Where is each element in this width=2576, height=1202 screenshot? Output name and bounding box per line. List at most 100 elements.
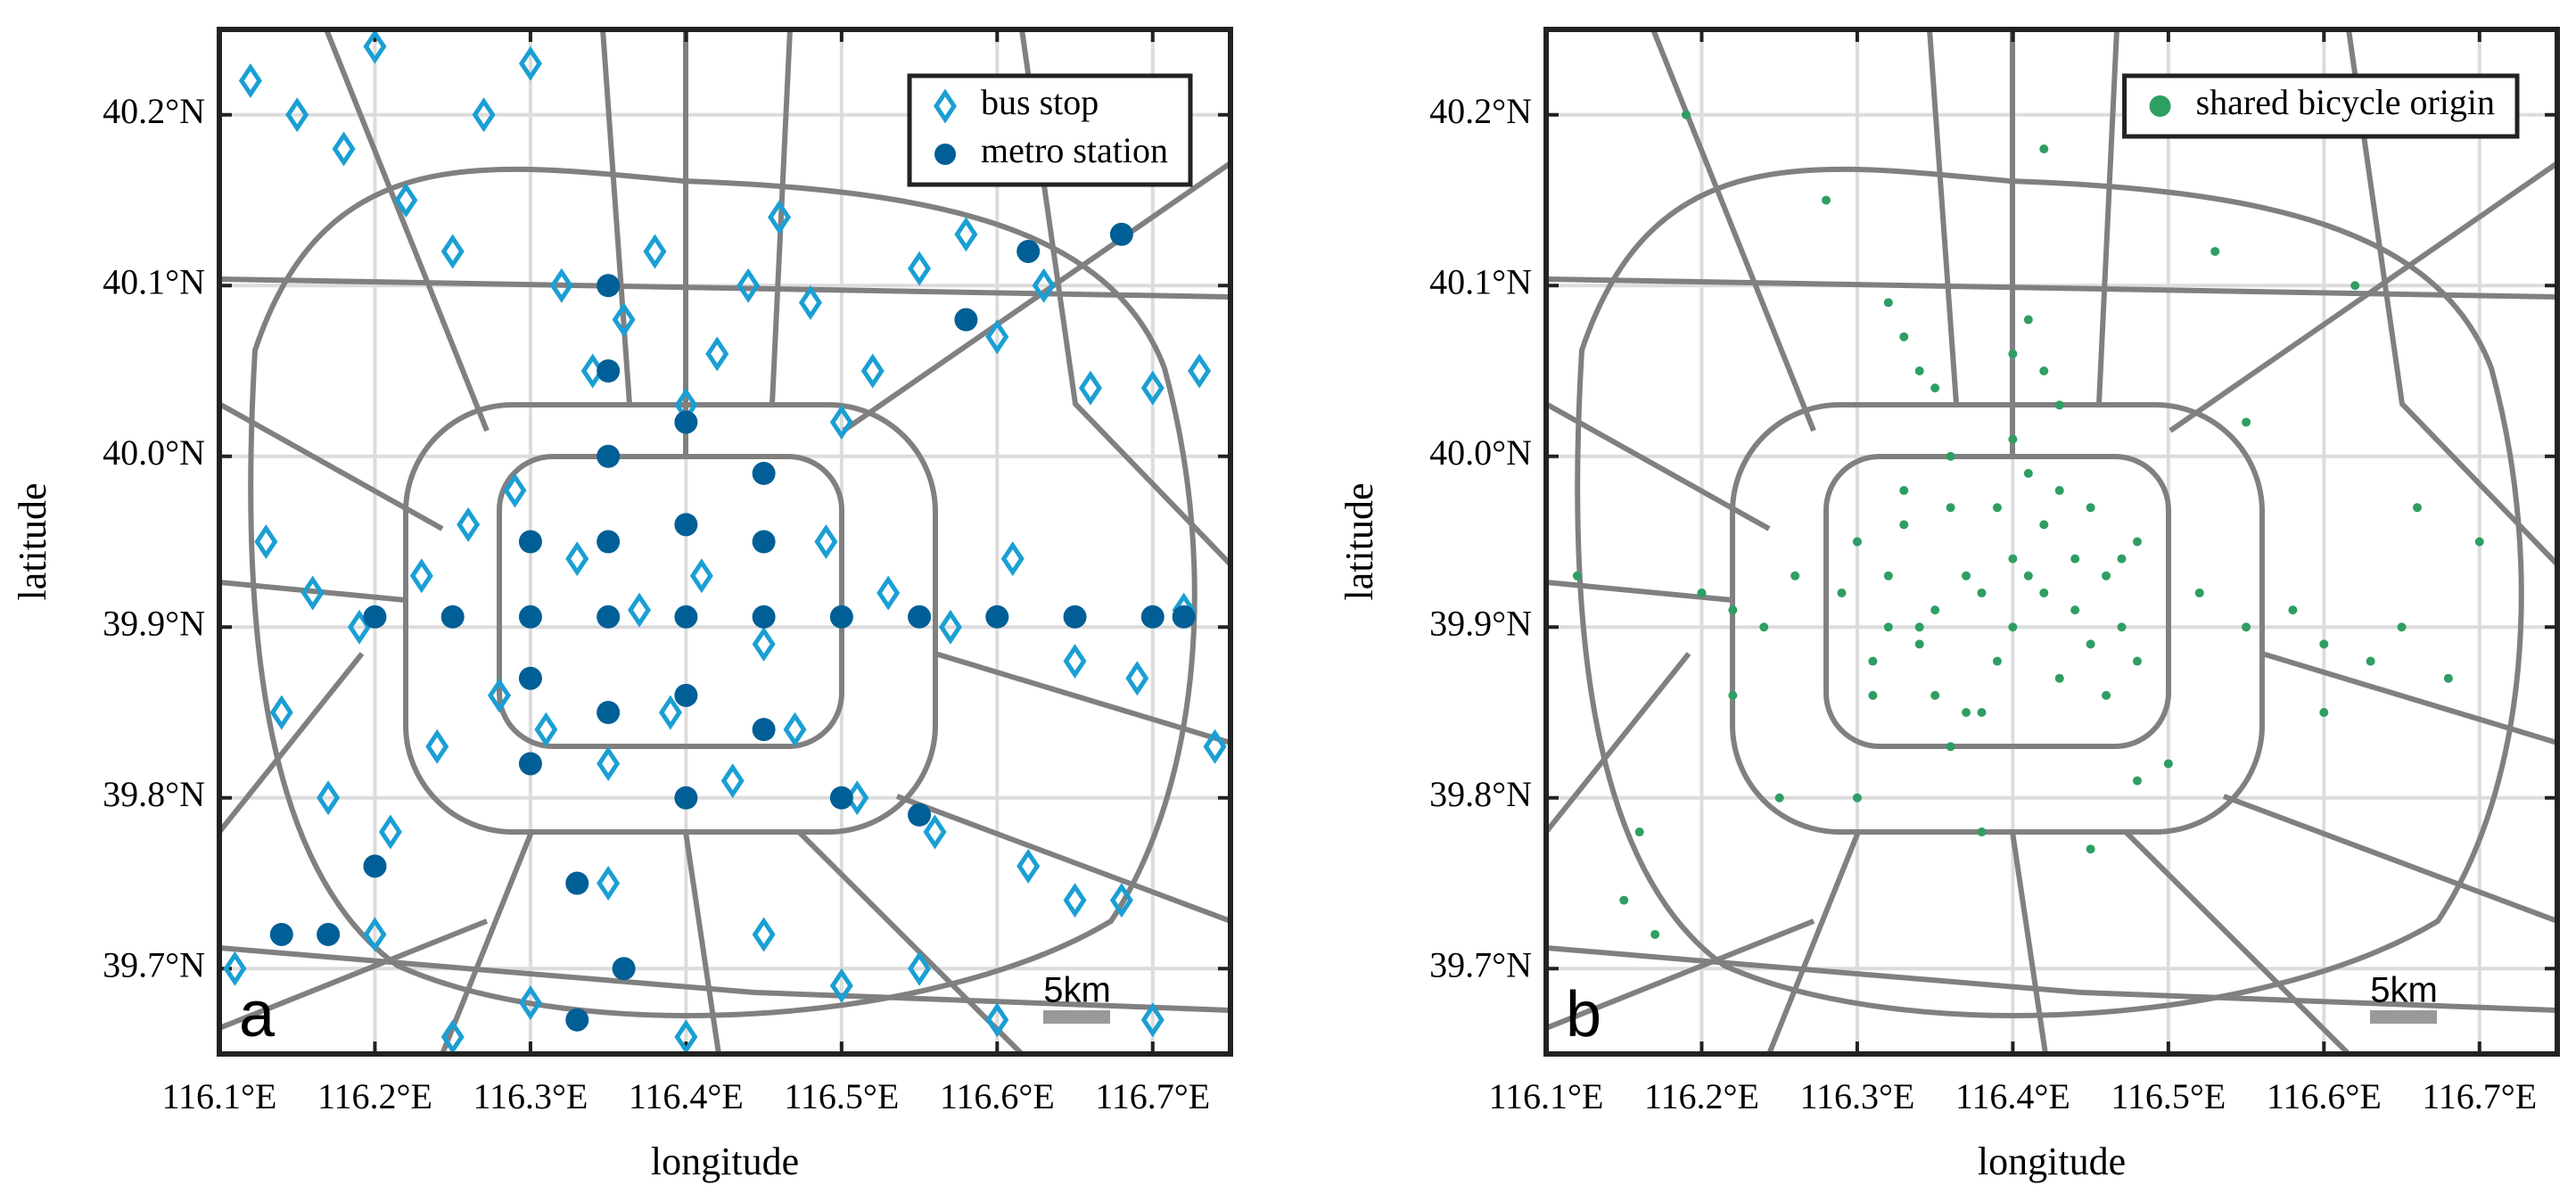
bus-stop-marker xyxy=(860,353,885,389)
metro-marker xyxy=(597,530,621,554)
bicycle-marker xyxy=(1634,827,1644,837)
bicycle-marker xyxy=(1852,537,1862,547)
metro-marker xyxy=(612,957,636,981)
y-tick-label: 39.8°N xyxy=(1429,774,1532,814)
y-axis-label: latitude xyxy=(1337,483,1381,601)
bus-stop-marker xyxy=(1063,883,1087,918)
bicycle-marker xyxy=(2397,622,2407,632)
metro-marker xyxy=(597,444,621,468)
bus-stop-marker xyxy=(1032,268,1056,303)
x-tick-label: 116.1°E xyxy=(1489,1076,1604,1116)
points xyxy=(223,29,1227,1054)
bus-stop-marker xyxy=(440,1019,465,1054)
metro-marker xyxy=(1016,239,1041,263)
bicycle-marker xyxy=(2039,366,2049,375)
x-tick-label: 116.2°E xyxy=(317,1076,432,1116)
bicycle-marker xyxy=(2210,246,2220,256)
bus-stop-marker xyxy=(689,558,713,594)
x-tick-label: 116.2°E xyxy=(1644,1076,1759,1116)
y-tick-label: 40.0°N xyxy=(1429,432,1532,473)
bicycle-marker xyxy=(1697,588,1707,597)
metro-marker xyxy=(674,605,698,629)
bicycle-marker xyxy=(1946,742,1955,752)
y-tick-label: 39.9°N xyxy=(1429,603,1532,643)
bicycle-marker xyxy=(2242,417,2251,427)
bicycle-marker xyxy=(1790,571,1800,580)
x-axis-label: longitude xyxy=(1978,1140,2126,1183)
metro-marker xyxy=(518,666,542,690)
bicycle-marker xyxy=(1774,793,1784,803)
legend: shared bicycle origin xyxy=(2122,73,2520,139)
scale-bar-label: 5km xyxy=(2370,971,2438,1010)
scale-bar-label: 5km xyxy=(1043,971,1111,1010)
bicycle-marker xyxy=(1930,605,1940,615)
bicycle-marker xyxy=(1977,708,1987,717)
x-tick-label: 116.1°E xyxy=(162,1076,277,1116)
bicycle-marker xyxy=(1914,639,1924,649)
bicycle-marker xyxy=(1977,588,1987,597)
bicycle-marker xyxy=(2132,656,2142,666)
bicycle-marker xyxy=(2288,605,2298,615)
bicycle-marker xyxy=(2008,554,2018,564)
bicycle-marker xyxy=(2350,281,2360,291)
metro-marker xyxy=(518,605,542,629)
bicycle-marker xyxy=(2023,571,2033,580)
bus-stop-marker xyxy=(472,97,496,133)
x-tick-label: 116.3°E xyxy=(473,1076,588,1116)
bicycle-marker xyxy=(1572,571,1582,580)
bicycle-marker xyxy=(2443,673,2453,683)
metro-marker xyxy=(752,718,776,742)
x-tick-label: 116.5°E xyxy=(784,1076,899,1116)
y-axis-label: latitude xyxy=(11,483,54,601)
metro-marker xyxy=(908,605,932,629)
axes-frame xyxy=(1543,27,2560,1057)
bicycle-marker xyxy=(1930,383,1940,393)
legend-label: bus stop xyxy=(981,82,1099,122)
bus-stop-marker xyxy=(518,985,542,1021)
metro-marker xyxy=(363,605,387,629)
metro-marker xyxy=(752,530,776,554)
bicycle-marker xyxy=(1992,503,2002,513)
bus-stop-marker xyxy=(378,814,402,850)
bicycle-marker xyxy=(2242,622,2251,632)
bicycle-marker xyxy=(2054,400,2064,410)
bus-stop-marker xyxy=(768,200,792,235)
bus-stop-marker xyxy=(269,695,293,730)
bus-stop-marker xyxy=(829,967,853,1003)
x-tick-label: 116.3°E xyxy=(1799,1076,1914,1116)
legend-marker xyxy=(2149,95,2171,117)
bus-stop-marker xyxy=(565,541,589,577)
bicycle-marker xyxy=(1728,605,1738,615)
bicycle-marker xyxy=(2039,520,2049,530)
bicycle-marker xyxy=(1868,690,1878,700)
metro-marker xyxy=(829,605,853,629)
bicycle-marker xyxy=(2023,315,2033,325)
y-tick-label: 39.7°N xyxy=(103,944,205,984)
bicycle-marker xyxy=(1914,622,1924,632)
metro-marker xyxy=(674,410,698,434)
metro-marker xyxy=(829,786,853,810)
bicycle-marker xyxy=(1899,486,1909,496)
metro-marker xyxy=(597,274,621,298)
bus-stop-marker xyxy=(363,917,387,952)
bicycle-marker xyxy=(2194,588,2204,597)
bicycle-marker xyxy=(1977,827,1987,837)
bus-stop-marker xyxy=(409,558,433,594)
bicycle-marker xyxy=(1992,656,2002,666)
bus-stop-marker xyxy=(1188,353,1212,389)
plot-area: 116.1°E 116.2°E 116.3°E 116.4°E 116.5°E 116.6… xyxy=(103,27,1233,1116)
panel-label: b xyxy=(1566,979,1601,1050)
metro-marker xyxy=(269,922,293,946)
bus-stop-marker xyxy=(1125,661,1149,696)
x-tick-label: 116.7°E xyxy=(2422,1076,2537,1116)
metro-marker xyxy=(518,530,542,554)
bus-stop-marker xyxy=(1109,883,1133,918)
bus-stop-marker xyxy=(674,1019,698,1054)
metro-marker xyxy=(565,1008,589,1032)
bus-stop-marker xyxy=(285,97,309,133)
metro-marker xyxy=(363,854,387,878)
bicycle-marker xyxy=(1946,503,1955,513)
bus-stop-marker xyxy=(612,302,636,338)
x-tick-label: 116.7°E xyxy=(1095,1076,1210,1116)
